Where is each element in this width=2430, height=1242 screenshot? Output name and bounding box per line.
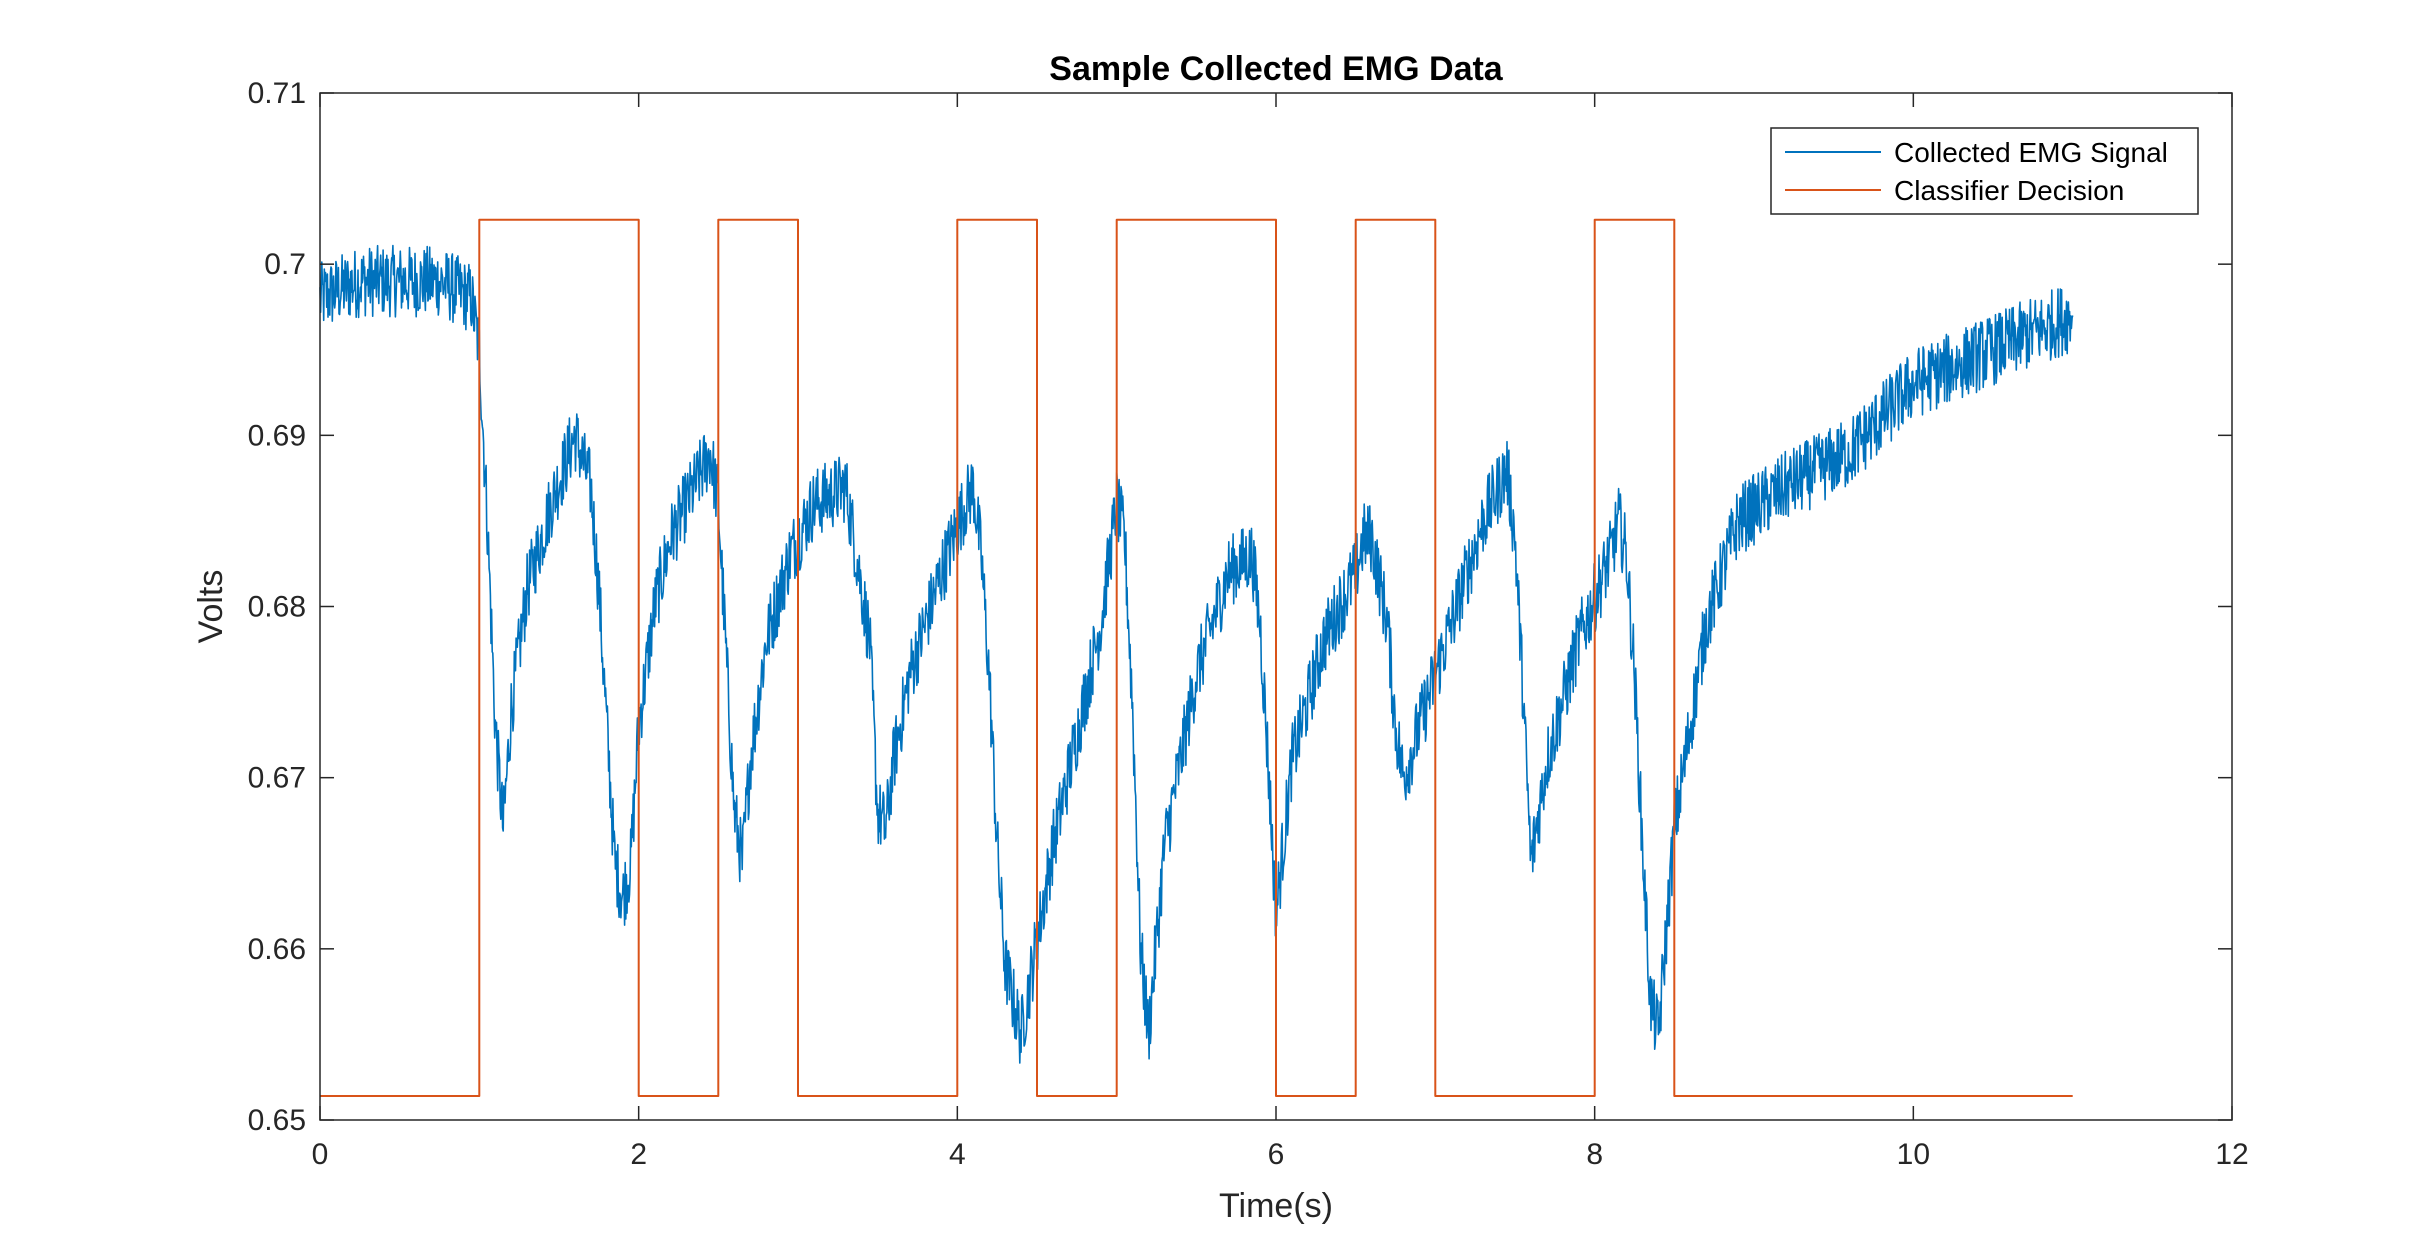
x-tick-label: 2	[630, 1138, 647, 1171]
y-tick-label: 0.69	[248, 419, 306, 452]
x-axis-title: Time(s)	[1219, 1187, 1333, 1225]
y-tick-label: 0.67	[248, 762, 306, 795]
legend-box	[1770, 127, 2199, 215]
series-line-classifier-decision	[320, 218, 2073, 1097]
ticks-layer: 0 2 4 6 8 10 12 0.65 0.66 0.67 0.68 0.69 0.7 0.71	[248, 77, 2249, 1171]
x-tick-label: 8	[1586, 1138, 1603, 1171]
x-tick-label: 10	[1897, 1138, 1930, 1171]
legend-label-emg-signal: Collected EMG Signal	[1894, 137, 2168, 168]
x-tick-label: 4	[949, 1138, 966, 1171]
y-axis-title: Volts	[192, 570, 230, 644]
y-tick-label: 0.66	[248, 933, 306, 966]
chart-title: Sample Collected EMG Data	[1049, 50, 1504, 88]
x-tick-label: 0	[312, 1138, 329, 1171]
y-tick-label: 0.68	[248, 591, 306, 624]
legend: Collected EMG Signal Classifier Decision	[1770, 127, 2199, 215]
x-tick-label: 6	[1268, 1138, 1285, 1171]
y-tick-label: 0.7	[264, 248, 306, 281]
series-line-emg-signal	[319, 244, 2074, 1064]
y-tick-label: 0.71	[248, 77, 306, 110]
y-tick-label: 0.65	[248, 1104, 306, 1137]
x-tick-label: 12	[2215, 1138, 2248, 1171]
legend-label-classifier-decision: Classifier Decision	[1894, 175, 2124, 206]
series-layer	[319, 218, 2074, 1097]
